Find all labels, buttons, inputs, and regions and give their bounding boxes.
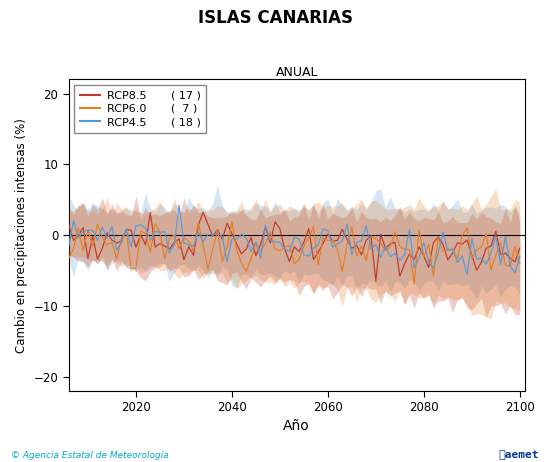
Text: ISLAS CANARIAS: ISLAS CANARIAS xyxy=(197,9,353,27)
Title: ANUAL: ANUAL xyxy=(276,67,318,79)
Legend: RCP8.5       ( 17 ), RCP6.0       (  7 ), RCP4.5       ( 18 ): RCP8.5 ( 17 ), RCP6.0 ( 7 ), RCP4.5 ( 18… xyxy=(74,85,206,133)
Text: © Agencia Estatal de Meteorología: © Agencia Estatal de Meteorología xyxy=(11,451,169,460)
Text: ␦aemet: ␦aemet xyxy=(498,450,539,460)
Y-axis label: Cambio en precipitaciones intensas (%): Cambio en precipitaciones intensas (%) xyxy=(15,118,28,353)
X-axis label: Año: Año xyxy=(283,419,310,433)
